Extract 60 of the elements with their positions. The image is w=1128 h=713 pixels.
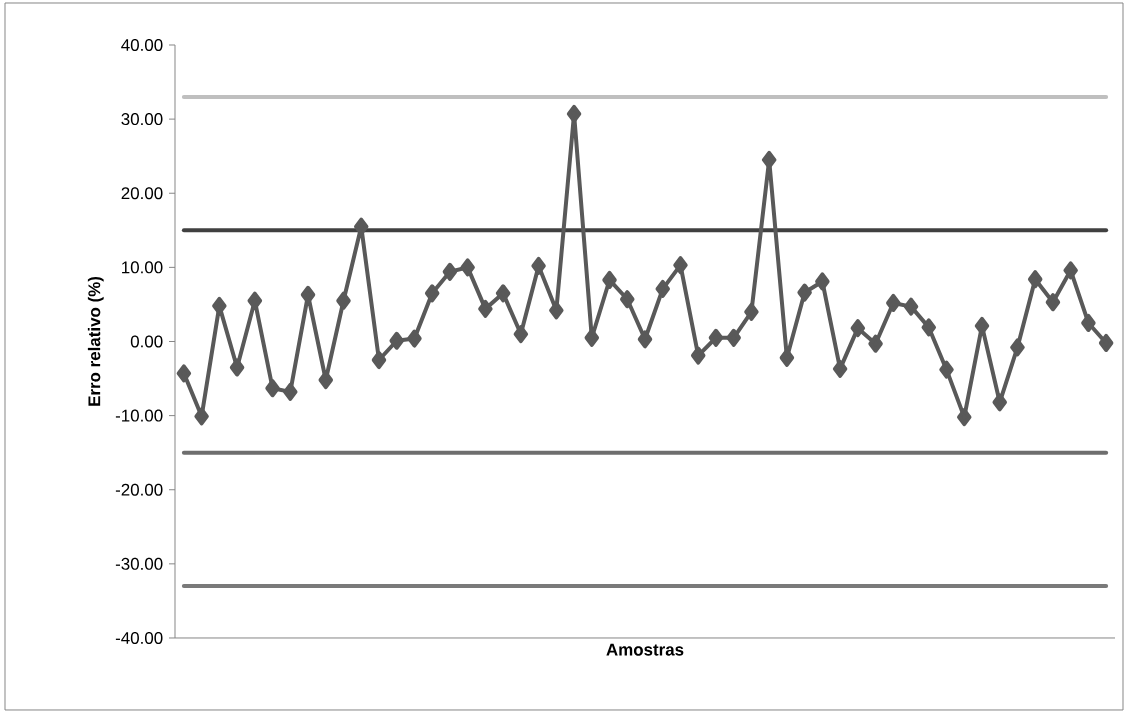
point bbox=[690, 346, 706, 365]
point bbox=[761, 150, 777, 169]
point bbox=[708, 328, 724, 347]
point bbox=[566, 104, 582, 123]
point bbox=[371, 351, 387, 370]
point bbox=[229, 358, 245, 377]
y-tick-label: -30.00 bbox=[115, 557, 163, 570]
point bbox=[903, 297, 919, 316]
y-tick-label: -40.00 bbox=[115, 631, 163, 644]
y-tick-label: 40.00 bbox=[121, 38, 163, 51]
y-tick-label: -10.00 bbox=[115, 409, 163, 422]
point bbox=[407, 329, 422, 348]
point bbox=[1027, 270, 1043, 289]
point bbox=[992, 393, 1007, 412]
point bbox=[868, 334, 883, 353]
point bbox=[957, 408, 972, 427]
point bbox=[318, 371, 334, 390]
point bbox=[513, 325, 529, 344]
point bbox=[336, 291, 351, 310]
point bbox=[495, 284, 511, 303]
point bbox=[549, 301, 564, 320]
y-axis-title: Erro relativo (%) bbox=[87, 276, 104, 406]
point bbox=[265, 379, 280, 398]
point bbox=[886, 293, 901, 312]
point bbox=[1081, 313, 1096, 332]
y-tick-label: 30.00 bbox=[121, 113, 163, 126]
y-tick-label: 20.00 bbox=[121, 187, 163, 200]
point bbox=[424, 284, 440, 303]
point bbox=[850, 319, 866, 338]
point bbox=[602, 270, 617, 289]
point bbox=[584, 328, 600, 347]
point bbox=[1010, 338, 1025, 357]
point bbox=[1098, 333, 1114, 352]
point bbox=[744, 302, 759, 321]
point bbox=[637, 330, 653, 349]
point bbox=[620, 290, 635, 309]
point bbox=[655, 279, 670, 298]
point bbox=[815, 272, 830, 291]
point bbox=[389, 331, 404, 350]
point bbox=[531, 256, 546, 275]
y-tick-label: 10.00 bbox=[122, 261, 163, 274]
point bbox=[176, 364, 192, 383]
x-axis-title: Amostras bbox=[606, 643, 684, 656]
point bbox=[797, 283, 812, 302]
point bbox=[1063, 261, 1078, 280]
point bbox=[921, 318, 937, 337]
point bbox=[212, 296, 227, 315]
point bbox=[779, 348, 795, 367]
point bbox=[673, 256, 688, 275]
point bbox=[1045, 293, 1061, 312]
point bbox=[726, 328, 741, 347]
point bbox=[939, 360, 954, 379]
point bbox=[832, 359, 848, 378]
point bbox=[478, 299, 493, 318]
y-tick-label: 0.00 bbox=[130, 335, 163, 348]
point bbox=[194, 407, 209, 426]
point bbox=[460, 258, 475, 277]
y-tick-label: -20.00 bbox=[115, 483, 163, 496]
point bbox=[283, 382, 298, 401]
point bbox=[442, 262, 458, 281]
